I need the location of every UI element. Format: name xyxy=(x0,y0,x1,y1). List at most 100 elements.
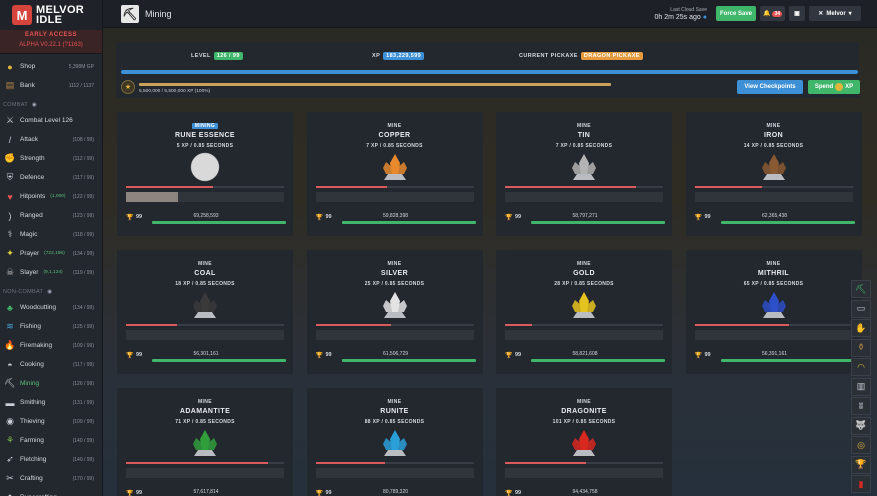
sidebar-item-thieving[interactable]: ◉ Thieving (109 / 99) xyxy=(0,412,102,431)
ore-name: RUNE ESSENCE xyxy=(174,132,236,139)
sidebar-item-smithing[interactable]: ▬ Smithing (131 / 99) xyxy=(0,393,102,412)
xp-progress-bar xyxy=(121,70,858,74)
sidebar-item-attack[interactable]: / Attack (108 / 99) xyxy=(0,130,102,149)
sidebar-item-strength[interactable]: ✊ Strength (112 / 99) xyxy=(0,149,102,168)
sidebar-item-prayer[interactable]: ✦ Prayer (722,195) (134 / 99) xyxy=(0,244,102,263)
ore-xp-rate: 25 XP / 0.85 SECONDS xyxy=(364,281,425,287)
sidebar-item-label: Shop xyxy=(20,63,36,70)
store-button[interactable]: ▣ xyxy=(789,6,805,21)
minecart-icon[interactable]: ▭ xyxy=(851,299,871,318)
sidebar-item-runecrafting[interactable]: ◆ Runecrafting xyxy=(0,488,102,496)
top-bar: ⛏ Mining Last Cloud Save 0h 2m 25s ago ●… xyxy=(103,0,877,28)
sidebar-item-fletching[interactable]: ➶ Fletching (140 / 99) xyxy=(0,450,102,469)
sidebar-item-level: (126 / 99) xyxy=(72,380,94,387)
sidebar-item-bank[interactable]: ▤ Bank 1112 / 1137 xyxy=(0,76,102,95)
ore-name: RUNITE xyxy=(380,408,409,415)
sidebar-item-hitpoints[interactable]: ♥ Hitpoints (1,000) (122 / 99) xyxy=(0,187,102,206)
logo-subtitle: IDLE xyxy=(36,14,63,26)
sidebar-item-combat-level[interactable]: ⚔ Combat Level 126 xyxy=(0,111,102,130)
fish-icon: ≋ xyxy=(6,321,14,331)
mastery-xp: 58,821,608 xyxy=(572,351,598,357)
ore-rock-icon xyxy=(382,430,407,456)
ore-mastery: 🏆 99 56,391,161 xyxy=(695,350,855,362)
sidebar-item-label: Slayer xyxy=(20,269,39,276)
sidebar-item-woodcutting[interactable]: ♣ Woodcutting (134 / 99) xyxy=(0,298,102,317)
sidebar-item-slayer[interactable]: ☠ Slayer (9,1,124) (119 / 99) xyxy=(0,263,102,282)
ore-card[interactable]: MINE ADAMANTITE 71 XP / 0.85 SECONDS 🏆 99 57,… xyxy=(117,388,293,496)
glove-icon[interactable]: ✋ xyxy=(851,319,871,337)
amulet-icon[interactable]: ◎ xyxy=(851,436,871,454)
eye-icon[interactable]: ◉ xyxy=(31,102,38,108)
ore-card[interactable]: MINE SILVER 25 XP / 0.85 SECONDS 🏆 99 61,506,… xyxy=(306,250,483,374)
ore-xp-rate: 18 XP / 0.85 SECONDS xyxy=(175,281,235,287)
ore-rock-icon xyxy=(190,152,220,182)
chef-hat-icon: ◓ xyxy=(7,359,13,370)
combat-header: COMBAT ◉ xyxy=(3,102,38,108)
potion-icon[interactable]: ⚱ xyxy=(851,338,871,357)
ore-card[interactable]: MINE COAL 18 XP / 0.85 SECONDS 🏆 99 56,301,16… xyxy=(117,250,293,374)
gloves-icon[interactable]: ʬ xyxy=(851,397,871,415)
sidebar-item-defence[interactable]: ⛨ Defence (117 / 99) xyxy=(0,168,102,187)
eye-icon[interactable]: ◉ xyxy=(47,289,53,295)
sidebar-item-mining[interactable]: ⛏ Mining (126 / 99) xyxy=(0,374,102,393)
force-save-button[interactable]: Force Save xyxy=(716,6,756,21)
cape-icon[interactable]: ▮ xyxy=(851,475,871,493)
mastery-level: 99 xyxy=(515,352,522,358)
sidebar-item-fishing[interactable]: ≋ Fishing (125 / 99) xyxy=(0,317,102,336)
ore-action-label: MINE xyxy=(387,261,402,267)
trophy-icon: 🏆 xyxy=(694,215,702,221)
sidebar-item-firemaking[interactable]: 🔥 Firemaking (109 / 99) xyxy=(0,336,102,355)
view-checkpoints-button[interactable]: View Checkpoints xyxy=(737,80,803,94)
notifications-button[interactable]: 🔔 34 xyxy=(760,6,785,21)
ore-action-label: MINING xyxy=(117,123,293,129)
ore-action-label: MINE xyxy=(387,123,402,129)
mastery-pool-text: 5,500,000 / 5,500,000 XP (100%) xyxy=(139,89,211,94)
sidebar-item-label: Ranged xyxy=(20,212,43,219)
armor-icon[interactable]: ▥ xyxy=(851,377,871,396)
ore-card[interactable]: MINE IRON 14 XP / 0.85 SECONDS 🏆 99 62,365,43… xyxy=(685,112,862,236)
ore-name: COPPER xyxy=(378,132,411,139)
mastery-level: 99 xyxy=(136,490,143,496)
ore-respawn-bar xyxy=(315,192,474,202)
ore-action-label: MINE xyxy=(766,261,781,267)
ore-respawn-bar xyxy=(694,330,853,340)
wolf-icon[interactable]: 🐺 xyxy=(851,416,871,435)
profile-button[interactable]: ✕ Melvor ▾ xyxy=(809,6,861,21)
sword-icon: / xyxy=(8,134,12,145)
mastery-pool-icon: ★ xyxy=(121,80,135,94)
sidebar-item-shop[interactable]: ● Shop 5,398M GP xyxy=(0,57,102,76)
ore-xp-rate: 101 XP / 0.85 SECONDS xyxy=(552,419,616,425)
trophy-icon[interactable]: 🏆 xyxy=(851,455,871,474)
ore-name: COAL xyxy=(194,270,216,277)
sidebar-item-crafting[interactable]: ✂ Crafting (170 / 99) xyxy=(0,469,102,488)
shield-icon: ⛨ xyxy=(6,172,14,182)
ore-card[interactable]: MINE MITHRIL 65 XP / 0.85 SECONDS 🏆 99 56,391… xyxy=(685,250,862,374)
mastery-level: 99 xyxy=(325,490,332,496)
mastery-xp: 58,797,271 xyxy=(572,213,598,219)
ore-card[interactable]: MINE TIN 7 XP / 0.85 SECONDS 🏆 99 58,797,271 xyxy=(496,112,672,236)
ore-card[interactable]: MINE GOLD 28 XP / 0.85 SECONDS 🏆 99 58,821,60… xyxy=(496,250,672,374)
sidebar-item-farming[interactable]: ⚘ Farming (140 / 99) xyxy=(0,431,102,450)
sidebar-item-magic[interactable]: ⚕ Magic (118 / 99) xyxy=(0,225,102,244)
ore-card[interactable]: MINING RUNE ESSENCE 5 XP / 0.85 SECONDS 🏆 99… xyxy=(117,112,293,236)
logo[interactable]: M MELVOR IDLE xyxy=(0,0,102,30)
trophy-icon: 🏆 xyxy=(315,215,323,221)
sidebar-item-level: (123 / 99) xyxy=(72,212,94,219)
trophy-icon: 🏆 xyxy=(694,353,702,359)
sidebar-item-cooking[interactable]: ◓ Cooking (117 / 99) xyxy=(0,355,102,374)
ore-card[interactable]: MINE COPPER 7 XP / 0.85 SECONDS 🏆 99 59,828,3… xyxy=(306,112,483,236)
sidebar-item-label: Fishing xyxy=(20,323,41,330)
mastery-bar xyxy=(720,359,855,362)
sidebar-item-ranged[interactable]: ) Ranged (123 / 99) xyxy=(0,206,102,225)
mastery-xp: 57,617,814 xyxy=(193,489,219,495)
sidebar-item-level: (118 / 99) xyxy=(72,231,94,238)
ore-card[interactable]: MINE RUNITE 88 XP / 0.85 SECONDS 🏆 99 80,789,… xyxy=(306,388,483,496)
ore-rock-icon xyxy=(382,154,407,180)
spend-mastery-xp-button[interactable]: Spend XP xyxy=(808,80,860,94)
ore-progress-bar xyxy=(315,186,474,188)
pickaxe-upgrade-icon[interactable]: ⛏ xyxy=(851,280,871,298)
crossed-swords-icon: ✕ xyxy=(818,11,824,17)
helmet-icon[interactable]: ◠ xyxy=(851,358,871,376)
ore-xp-rate: 71 XP / 0.85 SECONDS xyxy=(175,419,235,425)
ore-card[interactable]: MINE DRAGONITE 101 XP / 0.85 SECONDS 🏆 99 94,… xyxy=(496,388,672,496)
